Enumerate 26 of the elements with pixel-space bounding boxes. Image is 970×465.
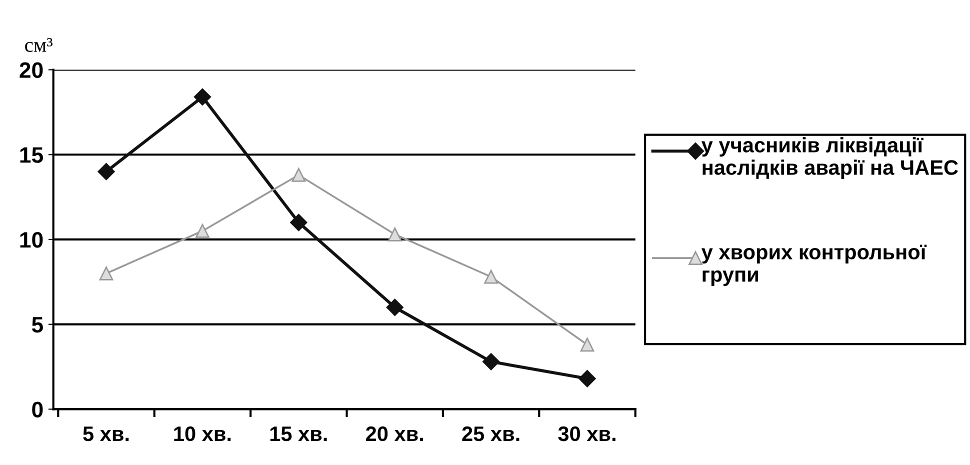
y-tick-label: 0 [32,402,43,418]
point [196,224,210,238]
legend-label: у хворих контрольної групи [701,244,927,286]
point [484,270,498,284]
x-tick-label: 15 хв. [270,426,327,442]
point [194,88,212,106]
legend-label: у учасників ліквідації наслідків аварії на ЧАЕС [701,137,958,180]
point [99,266,114,280]
y-axis-title: см³ [25,38,53,52]
x-tick-label: 10 хв. [174,426,231,442]
point [580,338,594,352]
x-tick-label: 20 хв. [366,426,423,442]
point [482,353,500,370]
point [388,227,402,242]
point [292,168,306,182]
y-tick-label: 5 [32,317,44,333]
x-tick-label: 30 хв. [558,426,616,442]
y-tick-label: 15 [20,147,44,163]
y-tick-label: 10 [20,232,43,248]
x-tick-label: 5 хв. [83,426,129,442]
y-tick-label: 20 [20,62,43,78]
point [98,163,115,180]
point [386,298,404,316]
x-tick-label: 25 хв. [462,426,520,442]
point [290,214,308,232]
point [578,370,596,388]
